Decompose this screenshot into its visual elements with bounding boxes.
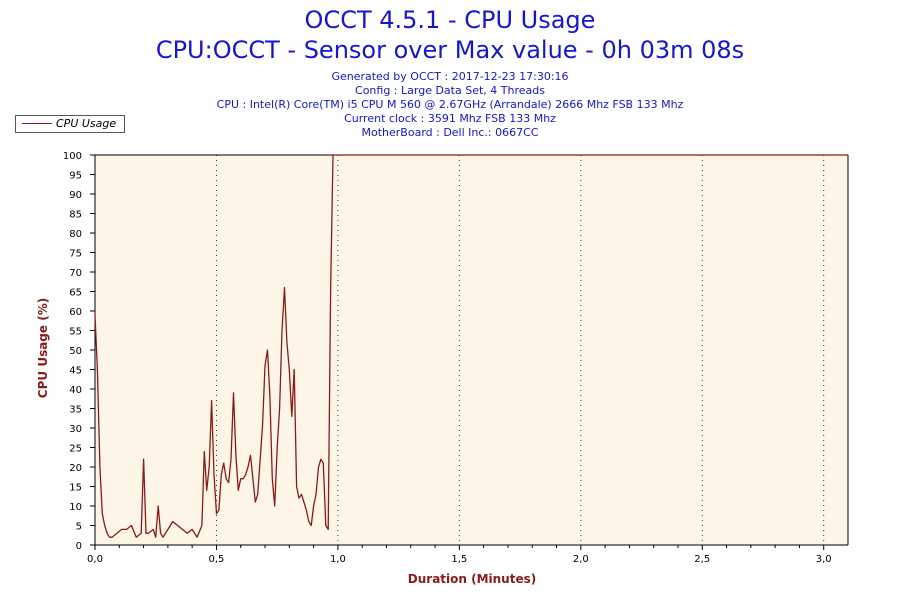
y-tick-label-3: 15 (69, 483, 82, 494)
y-tick-label-13: 65 (69, 288, 82, 299)
y-tick-label-14: 70 (69, 268, 82, 279)
legend: CPU Usage (15, 115, 125, 133)
x-tick-label-3: 1,5 (451, 554, 467, 565)
y-tick-label-10: 50 (69, 346, 82, 357)
legend-swatch (22, 123, 52, 124)
y-tick-label-12: 60 (69, 307, 82, 318)
y-tick-label-9: 45 (69, 366, 82, 377)
info-generated: Generated by OCCT : 2017-12-23 17:30:16 (331, 70, 569, 83)
plot-area (95, 155, 848, 545)
y-tick-label-4: 20 (69, 463, 82, 474)
y-tick-label-7: 35 (69, 405, 82, 416)
y-tick-label-8: 40 (69, 385, 82, 396)
x-tick-label-4: 2,0 (573, 554, 589, 565)
x-tick-label-1: 0,5 (208, 554, 224, 565)
y-tick-label-18: 90 (69, 190, 82, 201)
y-tick-label-20: 100 (63, 151, 82, 162)
y-axis-label: CPU Usage (%) (36, 297, 50, 399)
chart-title: OCCT 4.5.1 - CPU Usage (304, 6, 596, 34)
info-motherboard: MotherBoard : Dell Inc.: 0667CC (361, 126, 539, 139)
y-tick-label-6: 30 (69, 424, 82, 435)
info-clock: Current clock : 3591 Mhz FSB 133 Mhz (344, 112, 556, 125)
y-tick-label-17: 85 (69, 210, 82, 221)
y-tick-label-2: 10 (69, 502, 82, 513)
y-tick-label-19: 95 (69, 171, 82, 182)
y-tick-label-0: 0 (76, 541, 82, 552)
chart-subtitle: CPU:OCCT - Sensor over Max value - 0h 03… (155, 36, 745, 64)
info-config: Config : Large Data Set, 4 Threads (355, 84, 545, 97)
x-tick-label-2: 1,0 (330, 554, 346, 565)
y-tick-label-5: 25 (69, 444, 82, 455)
legend-label: CPU Usage (56, 117, 117, 130)
y-tick-label-11: 55 (69, 327, 82, 338)
y-tick-label-16: 80 (69, 229, 82, 240)
x-tick-label-6: 3,0 (816, 554, 832, 565)
x-tick-label-5: 2,5 (694, 554, 710, 565)
x-axis-label: Duration (Minutes) (407, 572, 537, 586)
x-tick-label-0: 0,0 (87, 554, 103, 565)
info-block: Generated by OCCT : 2017-12-23 17:30:16 … (0, 70, 900, 140)
series-line-0 (94, 154, 848, 538)
y-tick-label-15: 75 (69, 249, 82, 260)
y-tick-label-1: 5 (76, 522, 82, 533)
info-cpu: CPU : Intel(R) Core(TM) i5 CPU M 560 @ 2… (216, 98, 684, 111)
